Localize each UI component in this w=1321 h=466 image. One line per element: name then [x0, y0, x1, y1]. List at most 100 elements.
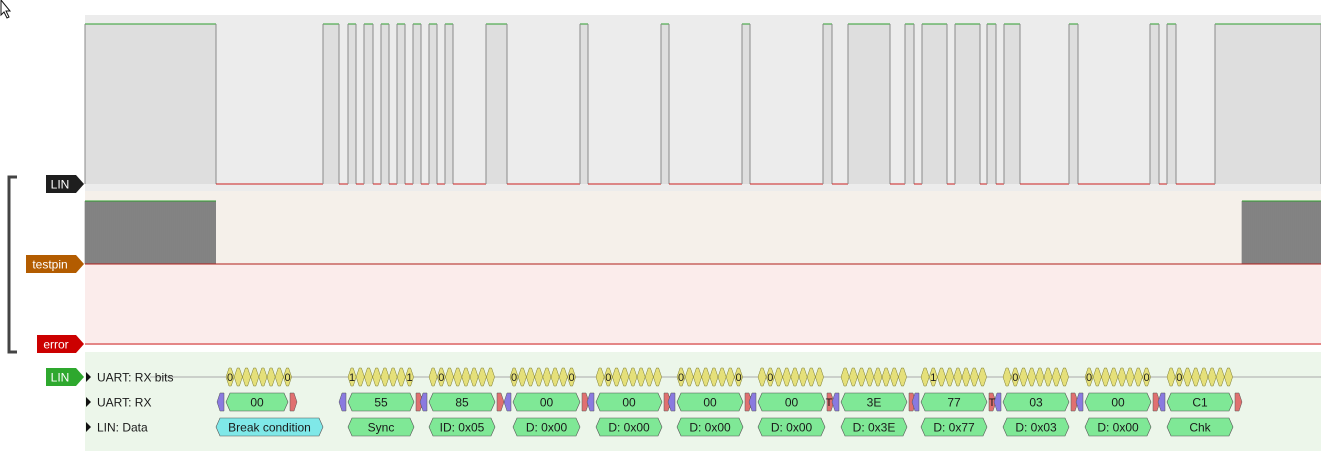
- row-uart-rx-bits[interactable]: UART: RX bits: [86, 371, 173, 385]
- lin-high-fill: [429, 24, 437, 184]
- lin-data-field[interactable]: [676, 417, 744, 437]
- rx-byte[interactable]: [757, 392, 826, 412]
- lin-data-field[interactable]: [1166, 417, 1234, 437]
- rx-bit-marker[interactable]: [486, 367, 495, 387]
- rx-byte-value: 00: [250, 396, 264, 410]
- testpin-channel-label[interactable]: testpin: [26, 255, 84, 273]
- lin-high-fill: [1215, 24, 1321, 184]
- lin-data-field-text: Sync: [368, 421, 395, 435]
- lin-data-field[interactable]: [1084, 417, 1152, 437]
- lin-decoder-label[interactable]: LIN: [46, 368, 84, 386]
- rx-byte[interactable]: [428, 392, 496, 412]
- lin-high-fill: [323, 24, 339, 184]
- lin-data-field-text: D: 0x00: [1097, 421, 1139, 435]
- rx-start-bit[interactable]: [338, 392, 347, 412]
- rx-byte[interactable]: [1084, 392, 1152, 412]
- rx-bit-value: 0: [227, 372, 233, 384]
- lin-data-field[interactable]: [920, 417, 988, 437]
- triangle-right-icon[interactable]: [86, 372, 91, 382]
- lin-high-fill: [987, 24, 996, 184]
- rx-bit-value: 0: [678, 372, 684, 384]
- rx-start-bit[interactable]: [503, 392, 512, 412]
- rx-start-bit[interactable]: [586, 392, 595, 412]
- rx-bit-value: 0: [1012, 372, 1018, 384]
- rx-byte-value: 00: [785, 396, 799, 410]
- error-channel-label[interactable]: error: [37, 335, 84, 353]
- channel-group-bracket[interactable]: [7, 175, 17, 354]
- rx-bit-marker[interactable]: [815, 367, 824, 387]
- rx-start-bit[interactable]: [216, 392, 225, 412]
- rx-byte[interactable]: [1002, 392, 1070, 412]
- rx-stop-bit[interactable]: [1070, 392, 1079, 412]
- rx-bit-value: 0: [767, 372, 773, 384]
- rx-start-bit[interactable]: [993, 392, 1002, 412]
- row-lin-data[interactable]: LIN: Data: [86, 421, 148, 435]
- rx-start-bit[interactable]: [1075, 392, 1084, 412]
- rx-stop-bit[interactable]: [289, 392, 298, 412]
- lin-channel-label[interactable]: LIN: [46, 175, 84, 193]
- rx-start-bit[interactable]: [748, 392, 757, 412]
- lin-data-field[interactable]: [512, 417, 581, 437]
- pointer-cursor-icon: [0, 0, 12, 19]
- rx-stop-bit[interactable]: [1152, 392, 1161, 412]
- rx-bit-value: 0: [1143, 372, 1149, 384]
- error-channel-label-text: error: [43, 338, 68, 352]
- rx-start-bit[interactable]: [419, 392, 428, 412]
- lin-data-field[interactable]: [595, 417, 663, 437]
- rx-bit-marker[interactable]: [1224, 367, 1233, 387]
- lin-high-fill: [580, 24, 588, 184]
- lin-data-field[interactable]: [840, 417, 908, 437]
- rx-stop-bit[interactable]: [496, 392, 505, 412]
- lin-data-field[interactable]: [428, 417, 496, 437]
- rx-start-bit[interactable]: [1157, 392, 1166, 412]
- lin-data-field[interactable]: [1002, 417, 1070, 437]
- triangle-right-icon[interactable]: [86, 422, 91, 432]
- rx-byte[interactable]: [347, 392, 415, 412]
- rx-stop-bit[interactable]: [1234, 392, 1243, 412]
- rx-byte-value: 3E: [867, 396, 882, 410]
- rx-bit-marker[interactable]: [653, 367, 662, 387]
- rx-byte[interactable]: [920, 392, 988, 412]
- rx-bit-value: 0: [605, 372, 611, 384]
- lin-data-field[interactable]: [347, 417, 415, 437]
- rx-bit-marker[interactable]: [405, 367, 414, 387]
- triangle-right-icon[interactable]: [86, 397, 91, 407]
- rx-byte[interactable]: [676, 392, 744, 412]
- lin-high-fill: [1167, 24, 1176, 184]
- rx-bit-marker[interactable]: [898, 367, 907, 387]
- rx-bit-marker[interactable]: [567, 367, 576, 387]
- rx-bit-value: 1: [406, 372, 412, 384]
- row-uart-rx-label: UART: RX: [97, 396, 151, 410]
- rx-bit-value: 0: [1086, 372, 1092, 384]
- rx-start-bit[interactable]: [911, 392, 920, 412]
- rx-bit-value: 0: [735, 372, 741, 384]
- testpin-channel-label-text: testpin: [32, 258, 67, 272]
- rx-byte[interactable]: [512, 392, 581, 412]
- rx-byte[interactable]: [1166, 392, 1234, 412]
- lin-trace-area: [85, 15, 1321, 191]
- lin-data-field-text: D: 0x03: [1015, 421, 1057, 435]
- rx-stop-marker: T: [826, 397, 833, 409]
- rx-byte[interactable]: [595, 392, 663, 412]
- rx-stop-bit[interactable]: [826, 392, 835, 412]
- rx-bit-marker[interactable]: [1142, 367, 1151, 387]
- rx-stop-bit[interactable]: [581, 392, 590, 412]
- rx-stop-bit[interactable]: [988, 392, 997, 412]
- rx-byte[interactable]: [225, 392, 289, 412]
- rx-start-bit[interactable]: [667, 392, 676, 412]
- rx-byte-value: 55: [374, 396, 388, 410]
- row-uart-rx[interactable]: UART: RX: [86, 396, 151, 410]
- rx-bit-value: 1: [930, 372, 936, 384]
- rx-bit-marker[interactable]: [1060, 367, 1069, 387]
- rx-byte-value: 77: [947, 396, 961, 410]
- rx-bit-marker[interactable]: [283, 367, 292, 387]
- lin-data-field-text: Chk: [1189, 421, 1211, 435]
- lin-high-fill: [85, 24, 1321, 184]
- rx-byte-value: C1: [1192, 396, 1208, 410]
- rx-byte[interactable]: [840, 392, 908, 412]
- lin-break-field[interactable]: [215, 417, 324, 437]
- rx-bit-marker[interactable]: [734, 367, 743, 387]
- rx-start-bit[interactable]: [831, 392, 840, 412]
- lin-data-field[interactable]: [757, 417, 826, 437]
- rx-bit-marker[interactable]: [978, 367, 987, 387]
